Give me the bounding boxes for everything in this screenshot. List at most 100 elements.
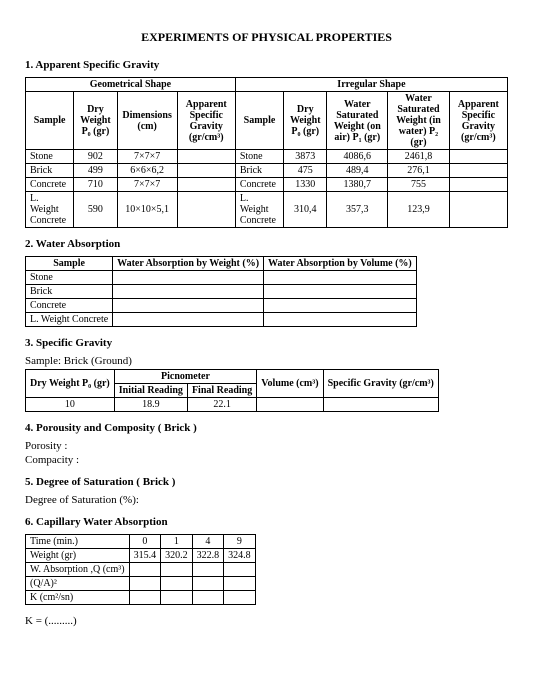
cell: 315.4 [129, 549, 161, 563]
cell [177, 178, 235, 192]
cell [264, 299, 417, 313]
cell [264, 285, 417, 299]
cell: Weight (gr) [26, 549, 130, 563]
cell: K (cm²/sn) [26, 591, 130, 605]
s3pic: Picnometer [114, 370, 256, 384]
sec1-h: 1. Apparent Specific Gravity [25, 59, 508, 71]
cell [177, 164, 235, 178]
page-title: EXPERIMENTS OF PHYSICAL PROPERTIES [25, 30, 508, 45]
cell: L. Weight Concrete [26, 192, 74, 228]
cell: 475 [284, 164, 327, 178]
cell: 710 [74, 178, 117, 192]
cell [113, 299, 264, 313]
cell: 1380,7 [327, 178, 388, 192]
cell: (Q/A)² [26, 577, 130, 591]
cell [257, 398, 323, 412]
col-header: Dry Weight P₀ (gr) [74, 92, 117, 150]
cell [161, 577, 193, 591]
cell [449, 192, 507, 228]
irr-header: Irregular Shape [235, 78, 507, 92]
cell [161, 591, 193, 605]
cell: Brick [235, 164, 283, 178]
cell: 357,3 [327, 192, 388, 228]
cell [192, 591, 224, 605]
sec4-h: 4. Porousity and Composity ( Brick ) [25, 422, 508, 434]
cell: 7×7×7 [117, 150, 177, 164]
cell: 10×10×5,1 [117, 192, 177, 228]
cell: 489,4 [327, 164, 388, 178]
sec5-a: Degree of Saturation (%): [25, 494, 508, 506]
cell: 499 [74, 164, 117, 178]
cell: 0 [129, 535, 161, 549]
sec4-b: Compacity : [25, 454, 508, 466]
cell [129, 591, 161, 605]
col-header: Apparent Specific Gravity (gr/cm³) [177, 92, 235, 150]
col-header: Apparent Specific Gravity (gr/cm³) [449, 92, 507, 150]
sec2-table: SampleWater Absorption by Weight (%)Wate… [25, 256, 417, 327]
sec1-table: Geometrical Shape Irregular Shape Sample… [25, 77, 508, 228]
cell: Concrete [26, 299, 113, 313]
cell: 6×6×6,2 [117, 164, 177, 178]
cell [161, 563, 193, 577]
sec2-h: 2. Water Absorption [25, 238, 508, 250]
cell [177, 192, 235, 228]
cell: 755 [388, 178, 450, 192]
cell: Stone [26, 271, 113, 285]
cell [224, 563, 256, 577]
cell [264, 271, 417, 285]
cell: 276,1 [388, 164, 450, 178]
s3c0: Dry Weight P₀ (gr) [26, 370, 115, 398]
cell: 123,9 [388, 192, 450, 228]
cell [192, 563, 224, 577]
cell: 7×7×7 [117, 178, 177, 192]
col-header: Water Saturated Weight (in water) P₂ (gr… [388, 92, 450, 150]
sec6-foot: K = (.........) [25, 615, 508, 627]
sec3-sub: Sample: Brick (Ground) [25, 355, 508, 367]
cell: L. Weight Concrete [26, 313, 113, 327]
cell: Stone [235, 150, 283, 164]
s3c3: Volume (cm³) [257, 370, 323, 398]
cell: Concrete [26, 178, 74, 192]
col-header: Sample [235, 92, 283, 150]
cell [113, 271, 264, 285]
cell: 324.8 [224, 549, 256, 563]
cell: Time (min.) [26, 535, 130, 549]
s3c2: Final Reading [187, 384, 256, 398]
cell: 1 [161, 535, 193, 549]
cell [192, 577, 224, 591]
col-header: Dimensions (cm) [117, 92, 177, 150]
cell: 18.9 [114, 398, 187, 412]
sec5-h: 5. Degree of Saturation ( Brick ) [25, 476, 508, 488]
cell: 9 [224, 535, 256, 549]
cell: 3873 [284, 150, 327, 164]
cell [129, 563, 161, 577]
cell: 1330 [284, 178, 327, 192]
cell [264, 313, 417, 327]
sec4-a: Porosity : [25, 440, 508, 452]
col-header: Sample [26, 92, 74, 150]
col-header: Water Saturated Weight (on air) P₁ (gr) [327, 92, 388, 150]
cell: 320.2 [161, 549, 193, 563]
cell: 322.8 [192, 549, 224, 563]
cell [129, 577, 161, 591]
sec6-h: 6. Capillary Water Absorption [25, 516, 508, 528]
cell: 902 [74, 150, 117, 164]
cell [224, 591, 256, 605]
geo-header: Geometrical Shape [26, 78, 236, 92]
cell [323, 398, 438, 412]
cell: 10 [26, 398, 115, 412]
cell [449, 164, 507, 178]
s3c1: Initial Reading [114, 384, 187, 398]
cell [113, 313, 264, 327]
sec3-h: 3. Specific Gravity [25, 337, 508, 349]
cell: 590 [74, 192, 117, 228]
cell: 4086,6 [327, 150, 388, 164]
sec3-table: Dry Weight P₀ (gr) Picnometer Volume (cm… [25, 369, 439, 412]
col-header: Dry Weight P₀ (gr) [284, 92, 327, 150]
cell: Concrete [235, 178, 283, 192]
col-header: Water Absorption by Volume (%) [264, 257, 417, 271]
col-header: Sample [26, 257, 113, 271]
cell: Stone [26, 150, 74, 164]
cell: 310,4 [284, 192, 327, 228]
cell: Brick [26, 285, 113, 299]
